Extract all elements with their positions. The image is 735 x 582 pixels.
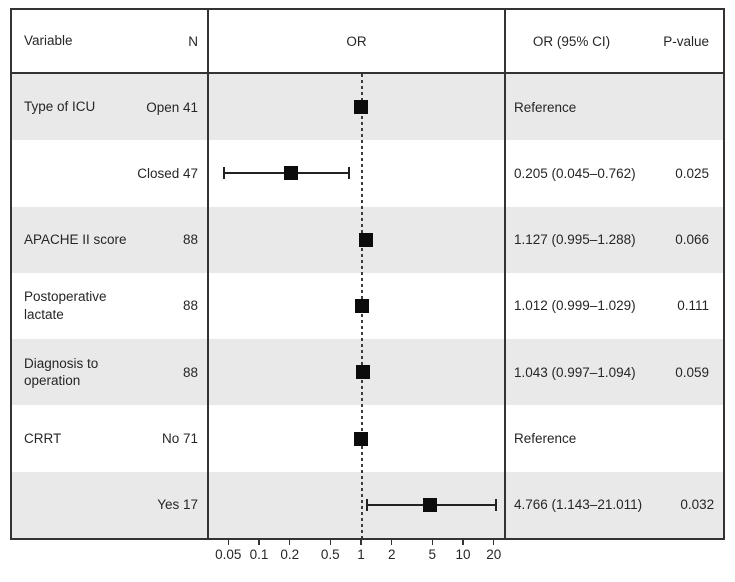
or-ci-value: Reference [514,99,577,115]
axis-tick-label: 2 [387,547,396,562]
variable-label: Type of ICU [24,99,96,115]
estimate-cell: 1.043 (0.997–1.094) 0.059 [506,339,723,405]
ci-cap [494,498,497,511]
table-header-row: Variable N OR OR (95% CI) P-value [12,10,723,74]
variable-n-cell: Type of ICU Open 41 [12,74,209,141]
table-row: Yes 17 4.766 (1.143–21.011) 0.032 [12,471,723,538]
axis-tick-label: 5 [428,547,437,562]
variable-n-cell: Yes 17 [12,471,209,538]
estimate-cell: 1.127 (0.995–1.288) 0.066 [506,207,723,273]
header-or-label: OR [346,33,367,49]
axis-tick [462,540,464,545]
axis-tick [288,540,291,545]
ci-cap [347,167,350,180]
plot-cell [209,471,506,538]
n-value: Open 41 [146,99,198,115]
or-ci-value: 1.043 (0.997–1.094) [514,364,636,380]
n-value: 88 [182,232,198,248]
estimate-cell: Reference [506,74,723,140]
or-point-marker [354,431,368,446]
or-ci-value: Reference [514,431,577,447]
n-value: Yes 17 [157,497,198,513]
n-value: Closed 47 [137,165,198,181]
or-ci-value: 1.012 (0.999–1.029) [514,298,636,314]
table-row: Closed 47 0.205 (0.045–0.762) 0.025 [12,140,723,207]
axis-tick [390,540,393,545]
axis-tick [431,540,434,545]
axis-tick-label: 0.05 [215,547,242,562]
estimate-cell: 4.766 (1.143–21.011) 0.032 [506,472,728,538]
table-row: Postoperative lactate 88 1.012 (0.999–1.… [12,272,723,340]
plot-cell [209,272,506,340]
variable-n-cell: APACHE II score 88 [12,206,209,273]
header-p-value-label: P-value [663,33,709,49]
header-n-label: N [188,33,198,49]
plot-cell [209,339,506,406]
ci-cap [222,167,225,180]
p-value: 0.111 [677,298,709,314]
plot-cell [209,405,506,472]
header-or-ci-label: OR (95% CI) [532,33,611,49]
p-value: 0.066 [675,232,709,248]
or-ci-value: 1.127 (0.995–1.288) [514,232,636,248]
or-point-marker [283,166,298,181]
variable-label: APACHE II score [24,231,127,247]
or-point-marker [354,298,369,313]
table-row: CRRT No 71 Reference [12,405,723,472]
or-ci-value: 0.205 (0.045–0.762) [514,165,636,181]
p-value: 0.059 [675,364,709,380]
variable-n-cell: Closed 47 [12,140,209,207]
ci-cap [365,498,368,511]
variable-n-cell: Postoperative lactate 88 [12,272,209,340]
estimate-cell: 1.012 (0.999–1.029) 0.111 [506,273,723,339]
or-point-marker [359,232,374,247]
or-ci-value: 4.766 (1.143–21.011) [514,497,643,513]
n-value: 88 [182,298,198,314]
table-row: Type of ICU Open 41 Reference [12,74,723,141]
plot-cell [209,206,506,273]
n-value: No 71 [161,431,198,447]
forest-plot-table: Variable N OR OR (95% CI) P-value Type o… [10,8,725,540]
table-body: Type of ICU Open 41 Reference Closed 47 … [12,74,723,538]
axis-tick [492,540,495,545]
axis-tick-label: 10 [455,547,471,562]
axis-tick [258,540,260,545]
axis-tick-label: 0.2 [280,547,300,562]
axis-tick [360,540,362,545]
variable-n-cell: Diagnosis to operation 88 [12,339,209,406]
variable-label: Postoperative lactate [24,289,107,322]
variable-label: CRRT [24,430,62,446]
axis-tick-label: 1 [357,547,365,562]
axis-tick-label: 0.1 [249,547,269,562]
or-point-marker [423,497,438,512]
n-value: 88 [182,364,198,380]
header-variable-label: Variable [24,33,73,49]
plot-cell [209,74,506,141]
axis-tick [227,540,230,545]
table-row: Diagnosis to operation 88 1.043 (0.997–1… [12,339,723,406]
header-right-cell: OR (95% CI) P-value [506,10,723,72]
table-row: APACHE II score 88 1.127 (0.995–1.288) 0… [12,206,723,273]
or-point-marker [354,100,368,115]
or-point-marker [355,365,370,380]
axis-tick-label: 20 [486,547,502,562]
plot-cell [209,140,506,207]
p-value: 0.025 [675,165,709,181]
axis-tick-label: 0.5 [320,547,340,562]
header-variable-n-cell: Variable N [12,10,209,72]
variable-label: Diagnosis to operation [24,355,99,389]
p-value: 0.032 [680,497,715,513]
estimate-cell: Reference [506,405,723,471]
variable-n-cell: CRRT No 71 [12,405,209,472]
header-or-cell: OR [209,10,506,72]
estimate-cell: 0.205 (0.045–0.762) 0.025 [506,140,723,206]
axis-tick [329,540,332,545]
